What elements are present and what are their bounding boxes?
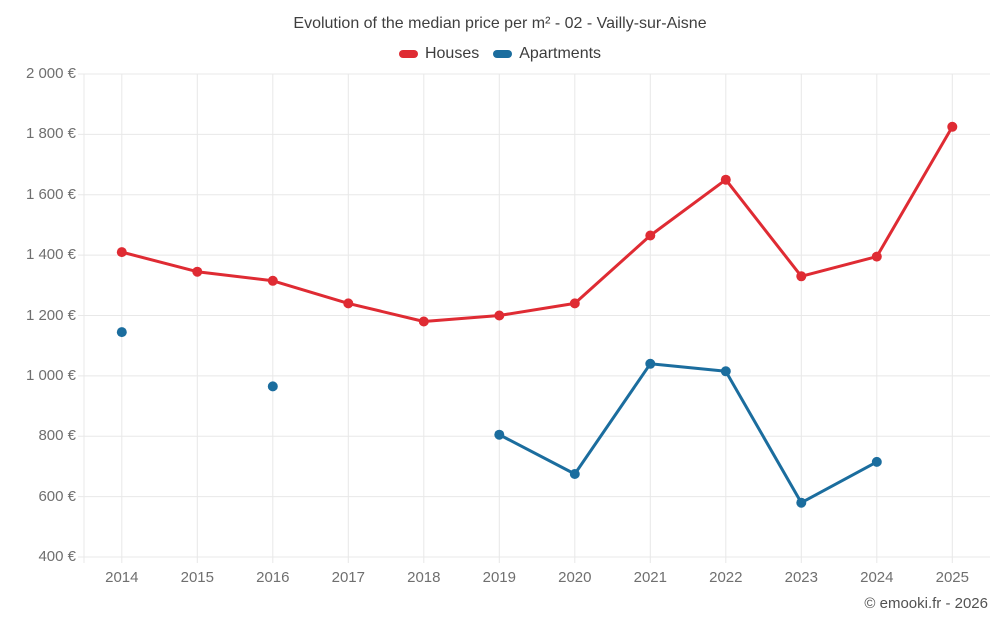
x-axis-label: 2015	[180, 569, 214, 586]
series-line-houses	[120, 125, 954, 323]
data-point-apartments-2022[interactable]	[720, 366, 731, 377]
data-point-houses-2022[interactable]	[720, 174, 731, 185]
legend-label-apartments: Apartments	[519, 45, 602, 62]
copyright: © emooki.fr - 2026	[864, 595, 988, 612]
data-point-houses-2018[interactable]	[418, 316, 429, 327]
x-axis-label: 2018	[407, 569, 441, 586]
data-point-houses-2024[interactable]	[871, 251, 882, 262]
data-point-apartments-2023[interactable]	[796, 497, 807, 508]
data-point-apartments-2019[interactable]	[494, 429, 505, 440]
y-axis-label: 1 200 €	[25, 306, 76, 324]
data-point-apartments-2014[interactable]	[116, 327, 127, 338]
series-line-apartments	[497, 362, 879, 505]
y-axis-label: 1 800 €	[25, 125, 76, 143]
x-axis-label: 2024	[860, 569, 894, 586]
x-axis-label: 2019	[482, 569, 516, 586]
houses-swatch-icon	[398, 50, 418, 58]
data-point-apartments-2024[interactable]	[871, 456, 882, 467]
legend-label-houses: Houses	[424, 45, 480, 62]
x-axis-label: 2022	[709, 569, 743, 586]
data-point-houses-2017[interactable]	[343, 298, 354, 309]
chart-title: Evolution of the median price per m² - 0…	[293, 15, 707, 32]
legend: Houses Apartments	[0, 45, 1000, 63]
x-axis-label: 2025	[935, 569, 969, 586]
apartments-swatch-icon	[493, 50, 513, 58]
legend-item-houses[interactable]: Houses	[398, 45, 480, 63]
y-axis-label: 1 400 €	[25, 246, 76, 264]
y-axis-label: 800 €	[38, 427, 76, 445]
y-axis-label: 1 600 €	[25, 185, 76, 203]
data-point-houses-2015[interactable]	[192, 266, 203, 277]
data-point-apartments-2021[interactable]	[645, 358, 656, 369]
x-axis-label: 2016	[256, 569, 290, 586]
legend-item-apartments[interactable]: Apartments	[493, 45, 601, 63]
data-point-houses-2014[interactable]	[116, 247, 127, 258]
x-axis-label: 2023	[784, 569, 818, 586]
y-axis-label: 1 000 €	[25, 366, 76, 384]
x-axis-label: 2020	[558, 569, 592, 586]
data-point-apartments-2020[interactable]	[569, 469, 580, 479]
data-point-houses-2016[interactable]	[267, 275, 278, 286]
x-axis-label: 2017	[331, 569, 365, 586]
y-axis-label: 2 000 €	[25, 65, 76, 82]
data-point-houses-2023[interactable]	[796, 271, 807, 282]
y-axis-label: 600 €	[38, 487, 76, 505]
x-axis-label: 2014	[105, 569, 139, 586]
y-axis-label: 400 €	[38, 548, 76, 565]
x-axis-label: 2021	[633, 569, 667, 586]
data-point-apartments-2016[interactable]	[267, 381, 278, 392]
data-point-houses-2020[interactable]	[569, 298, 580, 309]
data-point-houses-2019[interactable]	[494, 310, 505, 321]
data-point-houses-2021[interactable]	[645, 230, 656, 241]
data-point-houses-2025[interactable]	[947, 121, 958, 132]
